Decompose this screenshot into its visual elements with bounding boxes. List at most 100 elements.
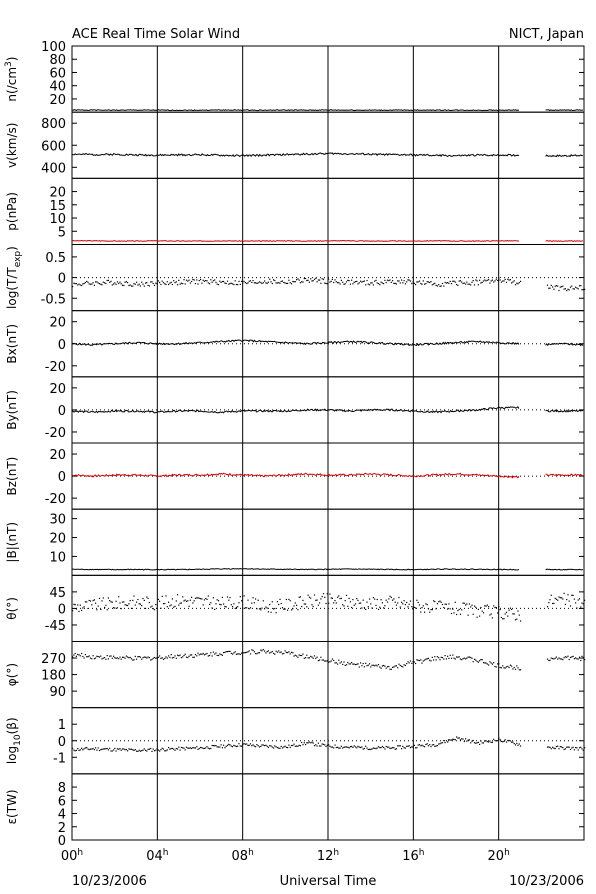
data-point bbox=[406, 281, 408, 283]
data-point bbox=[145, 656, 147, 658]
data-point bbox=[73, 282, 75, 284]
data-point bbox=[83, 282, 85, 285]
data-point bbox=[465, 658, 467, 660]
y-label-sub: exp bbox=[13, 251, 23, 268]
data-point bbox=[353, 604, 355, 606]
y-label-tail: ) bbox=[5, 246, 19, 251]
data-point bbox=[481, 610, 483, 612]
data-point bbox=[114, 282, 116, 284]
data-point bbox=[313, 655, 316, 657]
data-point bbox=[375, 279, 377, 281]
y-axis-label: By(nT) bbox=[5, 390, 19, 430]
data-point bbox=[576, 287, 578, 289]
data-point bbox=[100, 283, 102, 285]
data-point bbox=[292, 744, 294, 747]
data-point bbox=[107, 597, 109, 599]
data-point bbox=[257, 599, 259, 601]
data-point bbox=[138, 603, 140, 605]
data-point bbox=[241, 600, 243, 602]
data-point bbox=[196, 655, 198, 657]
data-point bbox=[339, 747, 341, 749]
data-point bbox=[392, 280, 394, 282]
data-point bbox=[440, 656, 442, 658]
series-v bbox=[71, 152, 583, 158]
data-point bbox=[219, 653, 221, 655]
data-point bbox=[486, 604, 488, 606]
data-point bbox=[192, 656, 194, 658]
data-point bbox=[185, 656, 188, 658]
data-point bbox=[484, 740, 486, 742]
data-point bbox=[88, 599, 90, 602]
y-tick-label: 0 bbox=[58, 272, 66, 287]
data-point bbox=[302, 653, 304, 655]
data-point bbox=[399, 282, 401, 284]
data-point bbox=[153, 284, 156, 286]
data-point bbox=[479, 279, 481, 281]
data-point bbox=[420, 611, 422, 613]
data-point bbox=[450, 612, 453, 615]
data-point bbox=[408, 745, 410, 747]
data-point bbox=[418, 659, 421, 662]
data-point bbox=[88, 749, 90, 751]
data-point bbox=[169, 656, 171, 659]
data-point bbox=[358, 666, 360, 668]
data-point bbox=[438, 601, 440, 603]
data-point bbox=[183, 747, 185, 749]
data-point bbox=[194, 747, 197, 749]
data-point bbox=[552, 746, 554, 748]
data-point bbox=[165, 750, 167, 752]
data-point bbox=[95, 657, 97, 659]
data-point bbox=[101, 600, 103, 602]
data-point bbox=[189, 747, 191, 749]
data-point bbox=[214, 279, 216, 281]
data-point bbox=[401, 601, 403, 603]
data-point bbox=[520, 669, 522, 671]
data-point bbox=[184, 653, 186, 655]
data-point bbox=[169, 282, 171, 284]
data-point bbox=[123, 656, 125, 658]
data-point bbox=[500, 616, 502, 619]
data-point bbox=[380, 747, 382, 749]
data-point bbox=[302, 744, 304, 746]
data-point bbox=[84, 747, 86, 749]
data-point bbox=[577, 288, 579, 290]
data-point bbox=[220, 604, 222, 606]
data-point bbox=[582, 603, 584, 605]
data-point bbox=[134, 749, 136, 751]
data-point bbox=[503, 740, 505, 742]
data-point bbox=[362, 663, 364, 665]
data-point bbox=[233, 603, 235, 605]
data-point bbox=[137, 598, 139, 601]
data-point bbox=[83, 748, 85, 750]
x-tick-hour: 16 bbox=[402, 849, 419, 864]
data-point bbox=[225, 606, 227, 608]
data-point bbox=[367, 606, 369, 608]
data-point bbox=[356, 747, 358, 749]
data-point bbox=[342, 604, 344, 606]
data-point bbox=[357, 745, 359, 747]
data-point bbox=[415, 284, 417, 286]
data-point bbox=[440, 742, 442, 744]
data-point bbox=[499, 279, 501, 281]
data-point bbox=[334, 279, 336, 281]
data-point bbox=[500, 281, 502, 283]
data-point bbox=[205, 653, 207, 655]
data-point bbox=[267, 281, 269, 283]
data-point bbox=[353, 281, 355, 283]
data-point bbox=[354, 746, 357, 748]
data-point bbox=[394, 748, 396, 750]
data-point bbox=[427, 608, 429, 610]
data-point bbox=[164, 603, 166, 605]
data-point bbox=[160, 749, 162, 751]
data-point bbox=[165, 656, 167, 658]
data-point bbox=[246, 651, 248, 653]
data-point bbox=[180, 746, 182, 749]
data-point bbox=[205, 747, 207, 749]
data-point bbox=[377, 664, 380, 666]
data-point bbox=[233, 284, 235, 286]
data-point bbox=[326, 660, 328, 662]
data-point bbox=[156, 607, 158, 609]
data-point bbox=[129, 748, 131, 750]
y-tick-label: 45 bbox=[49, 586, 66, 601]
y-axis-label: Bz(nT) bbox=[5, 457, 19, 496]
